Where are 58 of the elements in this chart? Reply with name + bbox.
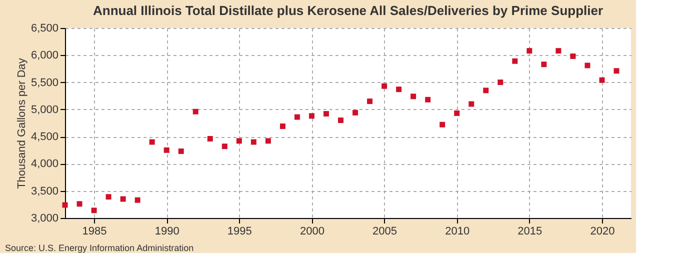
chart-title: Annual Illinois Total Distillate plus Kerosene All Sales/Deliveries by Prime Supplier	[92, 3, 604, 18]
point	[396, 86, 402, 92]
point	[265, 138, 271, 144]
point	[454, 110, 460, 116]
point	[512, 58, 518, 64]
point	[280, 124, 286, 129]
point	[192, 108, 198, 114]
point	[323, 111, 329, 117]
point	[468, 101, 474, 107]
point	[440, 122, 446, 128]
point	[62, 202, 68, 208]
y-tick-label: 6,500	[30, 22, 58, 34]
point	[338, 118, 344, 124]
y-tick-label: 4,500	[30, 131, 58, 144]
point	[76, 201, 82, 207]
point	[614, 68, 620, 74]
point	[367, 98, 373, 104]
y-tick-label: 6,000	[30, 50, 58, 62]
point	[164, 147, 170, 153]
y-tick-label: 5,500	[30, 76, 58, 89]
y-tick-label: 4,000	[30, 158, 58, 170]
point	[425, 96, 431, 102]
point	[120, 196, 126, 202]
point	[178, 148, 184, 154]
point	[236, 138, 242, 144]
x-tick-label: 1985	[82, 226, 107, 238]
point	[541, 62, 547, 68]
y-axis-title: Thousand Gallons per Day	[16, 58, 28, 189]
point	[556, 48, 562, 54]
x-tick-label: 1995	[227, 226, 252, 238]
point	[149, 139, 155, 145]
source-note: Source: U.S. Energy Information Administration	[5, 243, 194, 253]
x-tick-label: 2015	[518, 226, 542, 238]
x-tick-label: 2020	[590, 226, 615, 238]
point	[250, 139, 256, 145]
x-tick-label: 2010	[445, 226, 470, 238]
point	[599, 77, 605, 83]
point	[134, 197, 140, 203]
point	[526, 48, 532, 54]
point	[91, 208, 97, 214]
point	[498, 80, 504, 86]
point	[483, 88, 489, 94]
point	[207, 136, 213, 142]
x-tick-label: 1990	[154, 226, 180, 238]
x-tick-label: 2005	[372, 226, 398, 238]
point	[294, 114, 300, 120]
point	[570, 53, 576, 59]
y-tick-label: 3,000	[30, 212, 58, 224]
point	[106, 194, 112, 200]
point	[584, 62, 590, 68]
x-tick-label: 2000	[300, 226, 324, 238]
point	[308, 113, 314, 119]
point	[352, 110, 358, 116]
y-tick-label: 3,500	[30, 185, 58, 198]
y-tick-label: 5,000	[30, 104, 58, 116]
point	[222, 144, 228, 150]
point	[410, 94, 416, 100]
point	[382, 83, 388, 89]
